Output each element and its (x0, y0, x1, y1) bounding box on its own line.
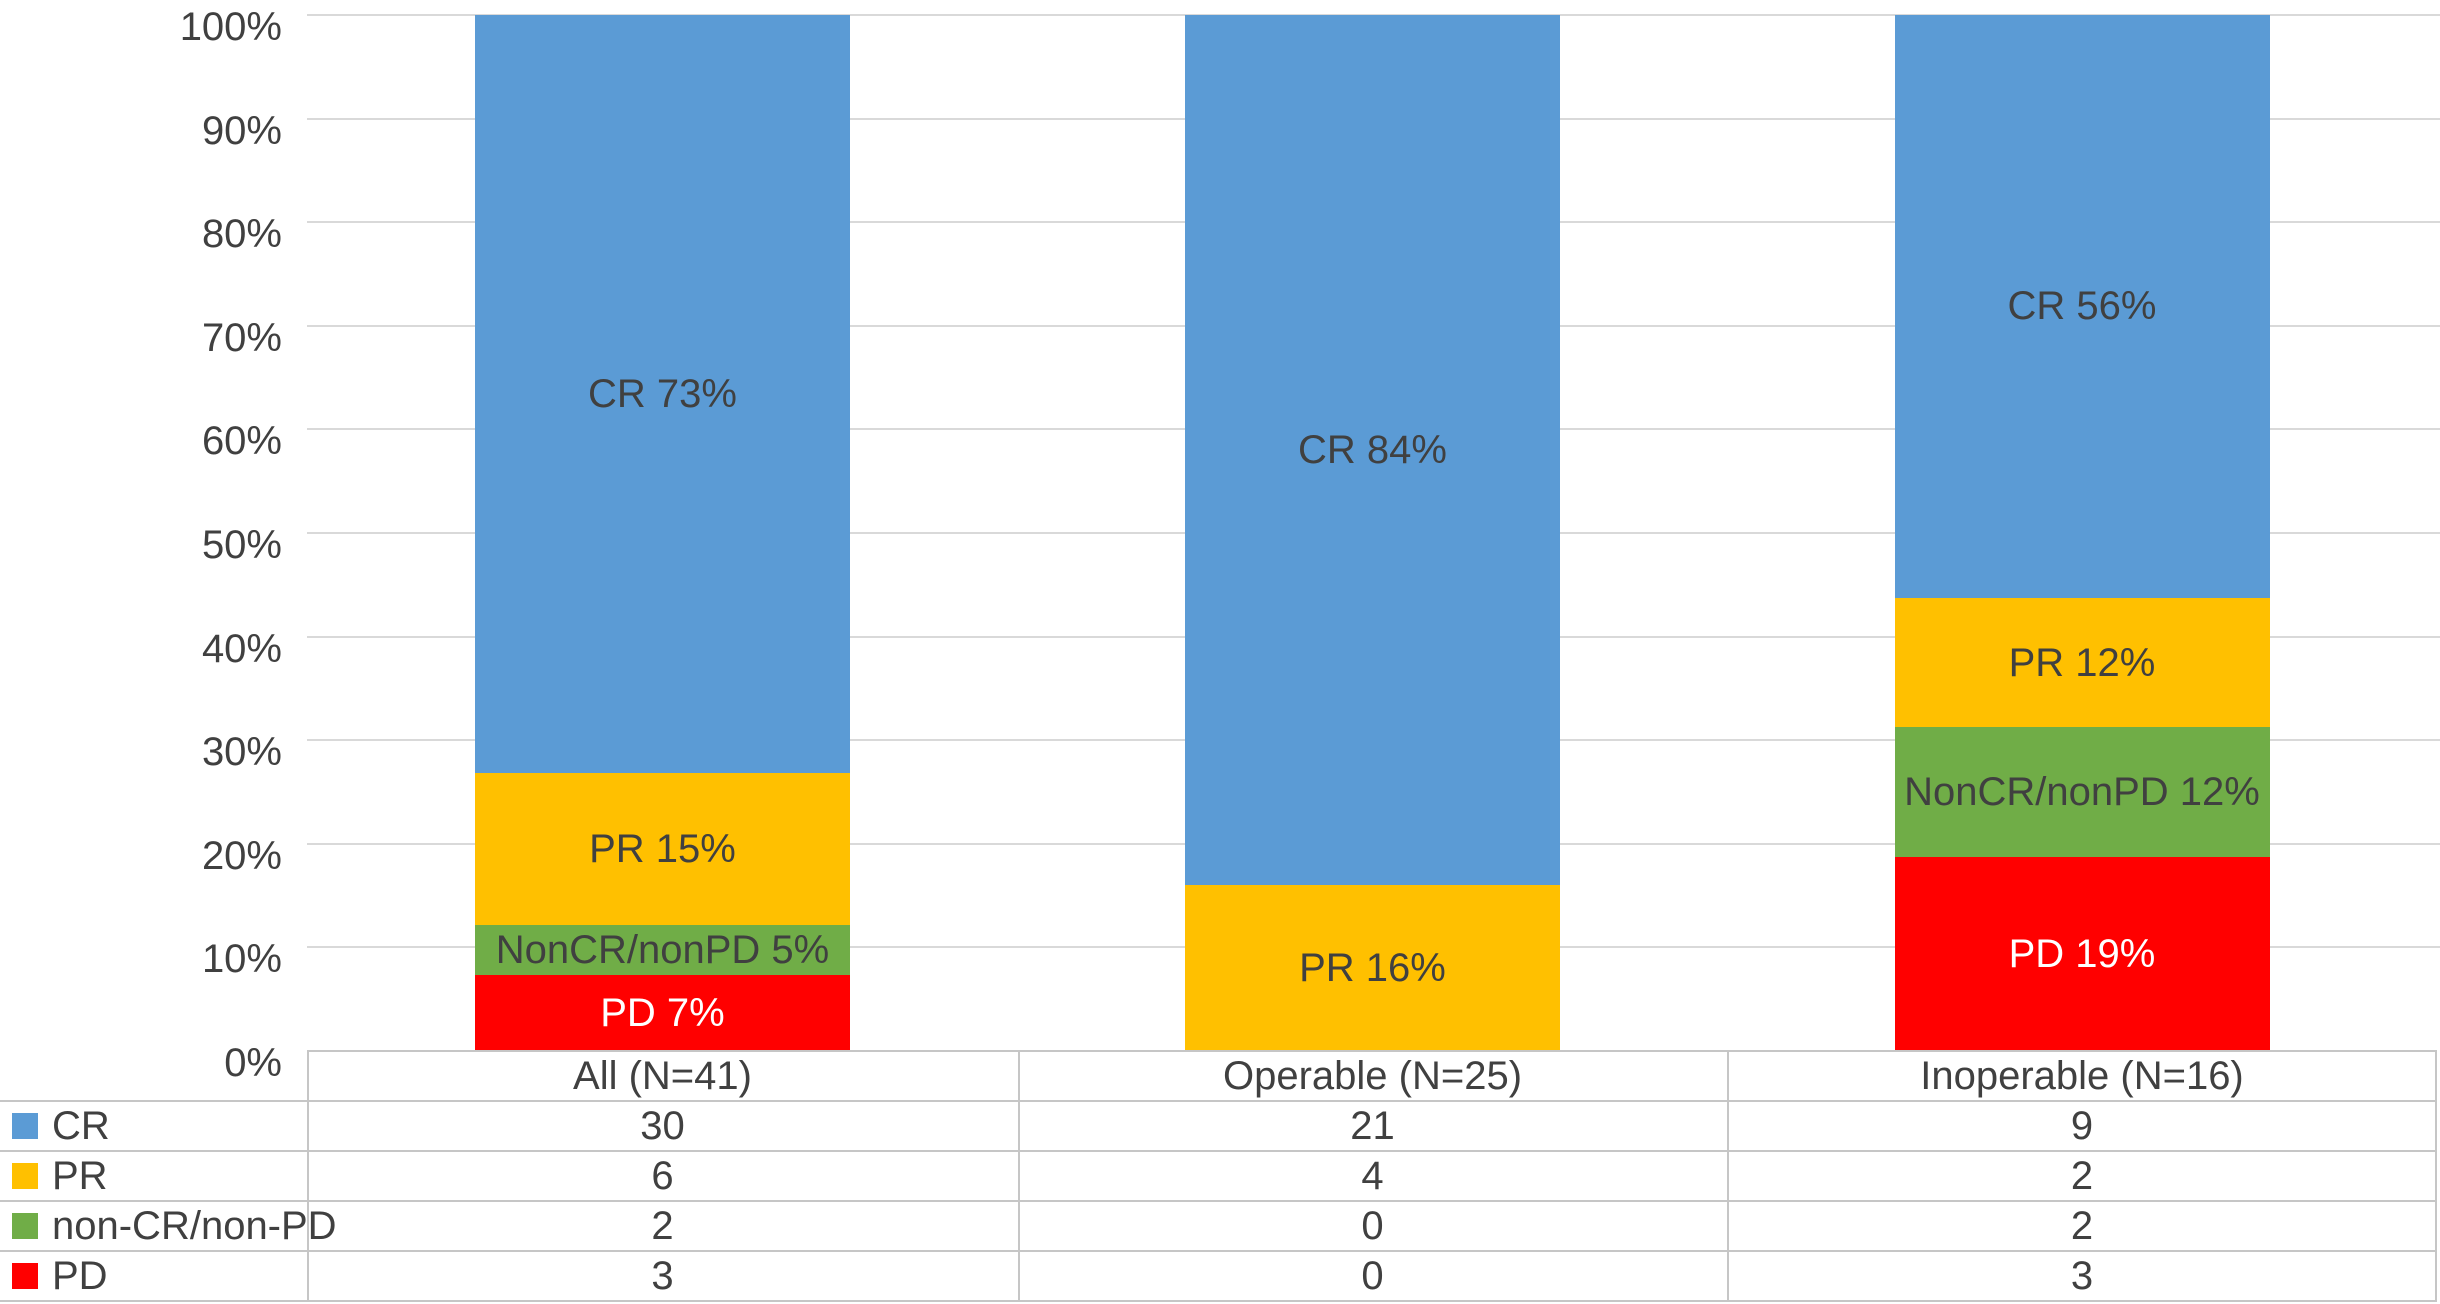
table-value-inoperable-pr: 2 (2070, 1153, 2094, 1198)
bar-segment-operable-cr: CR 84% (1185, 15, 1560, 886)
legend-label: CR (52, 1103, 110, 1148)
segment-label: CR 84% (1298, 428, 1447, 473)
table-value-inoperable-pd: 3 (2070, 1253, 2094, 1298)
segment-label: PR 16% (1299, 946, 1446, 991)
legend-label: non-CR/non-PD (52, 1203, 337, 1248)
table-border (0, 1200, 2437, 1202)
segment-label: PR 12% (2008, 640, 2156, 685)
y-axis-tick-label: 80% (201, 212, 282, 256)
legend-swatch-non-cr-non-pd (12, 1213, 38, 1239)
legend-swatch-cr (12, 1113, 38, 1139)
segment-label: PD 7% (600, 991, 725, 1036)
bar-segment-operable-pr: PR 16% (1185, 885, 1560, 1051)
table-header-all: All (N=41) (573, 1053, 752, 1098)
bar-segment-inoperable-pr: PR 12% (1894, 597, 2270, 728)
table-border (307, 1050, 2437, 1052)
table-border (2435, 1050, 2437, 1302)
legend-row-non-cr-non-pd: non-CR/non-PD (0, 1201, 337, 1251)
table-header-operable: Operable (N=25) (1222, 1053, 1523, 1098)
legend-label: PD (52, 1253, 108, 1298)
segment-label: NonCR/nonPD 5% (495, 927, 830, 972)
table-value-operable-pd: 0 (1361, 1253, 1384, 1298)
y-axis-tick-label: 70% (201, 316, 282, 360)
table-value-operable-non-cr-non-pd: 0 (1361, 1203, 1384, 1248)
legend-swatch-pr (12, 1163, 38, 1189)
table-value-inoperable-cr: 9 (2070, 1103, 2094, 1148)
segment-label: CR 56% (2007, 284, 2157, 329)
table-value-all-pr: 6 (651, 1153, 674, 1198)
y-axis-tick-label: 50% (201, 523, 282, 567)
bar-segment-inoperable-non-cr-non-pd: NonCR/nonPD 12% (1894, 727, 2270, 857)
bar-segment-all-pd: PD 7% (475, 975, 850, 1051)
y-axis-tick-label: 20% (201, 834, 282, 878)
table-value-all-non-cr-non-pd: 2 (651, 1203, 674, 1248)
segment-label: CR 73% (588, 372, 737, 416)
segment-label: NonCR/nonPD 12% (1904, 770, 2260, 815)
bar-segment-all-non-cr-non-pd: NonCR/nonPD 5% (475, 924, 850, 976)
legend-label: PR (52, 1153, 108, 1198)
bar-segment-all-cr: CR 73% (475, 15, 850, 773)
table-value-all-cr: 30 (640, 1103, 685, 1148)
legend-row-cr: CR (0, 1101, 307, 1151)
table-value-operable-pr: 4 (1361, 1153, 1384, 1198)
legend-row-pr: PR (0, 1151, 307, 1201)
bar-segment-inoperable-pd: PD 19% (1894, 856, 2270, 1052)
segment-label: PR 15% (589, 826, 736, 871)
legend-row-pd: PD (0, 1251, 307, 1301)
table-border (1727, 1050, 1729, 1302)
table-border (1018, 1050, 1020, 1302)
table-border (0, 1300, 2437, 1302)
y-axis-tick-label: 90% (201, 109, 282, 153)
table-border (307, 1050, 309, 1302)
table-value-operable-cr: 21 (1350, 1103, 1395, 1148)
table-border (0, 1100, 2437, 1102)
table-border (0, 1150, 2437, 1152)
y-axis-tick-label: 10% (201, 937, 282, 981)
legend-swatch-pd (12, 1263, 38, 1289)
bar-segment-all-pr: PR 15% (475, 773, 850, 925)
y-axis-tick-label: 0% (224, 1041, 282, 1085)
y-axis-tick-label: 60% (201, 419, 282, 463)
segment-label: PD 19% (2008, 931, 2156, 976)
table-header-inoperable: Inoperable (N=16) (1920, 1053, 2244, 1098)
table-value-all-pd: 3 (651, 1253, 674, 1298)
bar-segment-inoperable-cr: CR 56% (1894, 15, 2270, 598)
table-border (0, 1250, 2437, 1252)
y-axis-tick-label: 100% (179, 5, 282, 49)
y-axis-tick-label: 30% (201, 730, 282, 774)
y-axis-tick-label: 40% (201, 627, 282, 671)
table-value-inoperable-non-cr-non-pd: 2 (2070, 1203, 2094, 1248)
